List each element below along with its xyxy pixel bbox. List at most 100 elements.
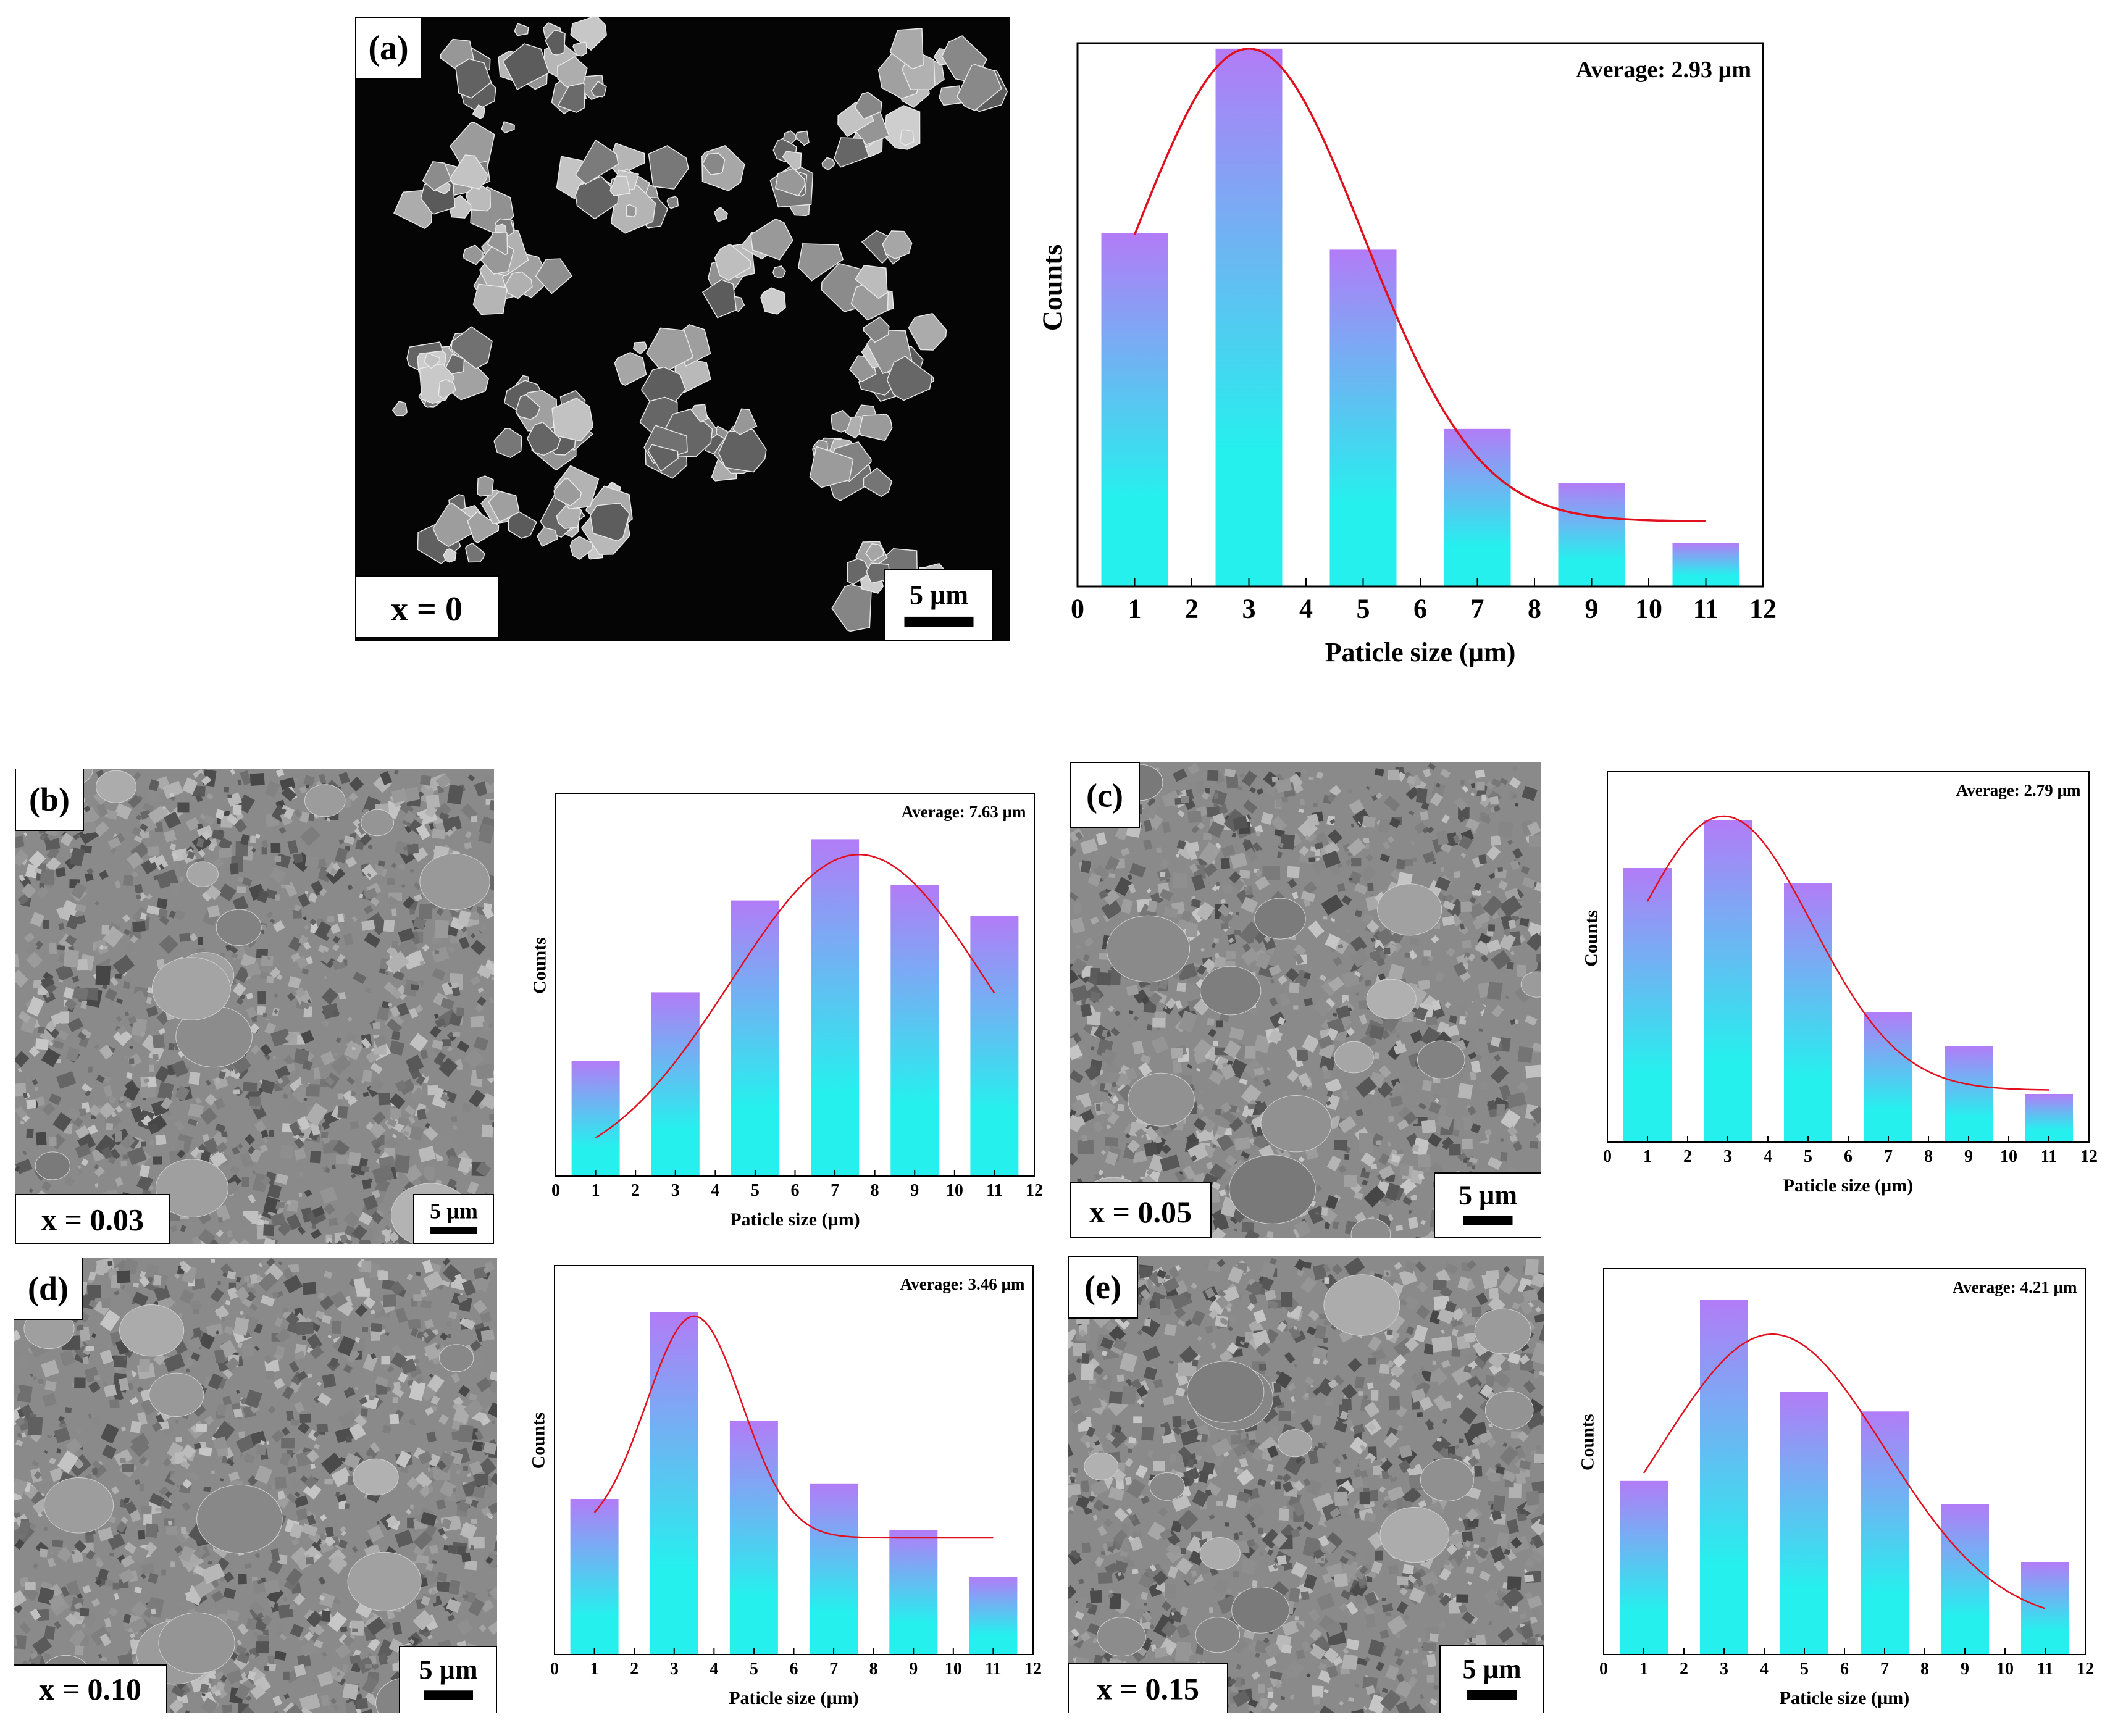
bar-3um	[651, 992, 700, 1176]
x-tick-label-2: 2	[1683, 1147, 1692, 1166]
scale-bar-box	[1434, 1172, 1541, 1238]
panel-label: (c)	[1086, 777, 1123, 814]
scale-bar-box	[399, 1646, 497, 1713]
x-tick-label-8: 8	[871, 1181, 879, 1200]
bar-7um	[1861, 1411, 1909, 1655]
x-tick-label-3: 3	[670, 1659, 679, 1679]
scale-bar-label: 5 µm	[430, 1198, 478, 1223]
scale-bar	[904, 616, 974, 627]
x-tick-label-8: 8	[1924, 1147, 1933, 1166]
sem-image-b-svg: (b) x = 0.03 5 µm	[15, 769, 494, 1244]
x-tick-label-4: 4	[1764, 1147, 1772, 1166]
panel-label-box	[1070, 762, 1140, 828]
bar-1um	[1620, 1480, 1668, 1655]
x-tick-label-3: 3	[1720, 1659, 1728, 1679]
x-tick-label-8: 8	[869, 1659, 878, 1679]
sem-image-b: (b) x = 0.03 5 µm	[15, 769, 494, 1244]
bar-3um	[1215, 48, 1283, 587]
bar-5um	[1784, 883, 1832, 1142]
x-tick-label-3: 3	[671, 1181, 680, 1200]
y-axis-label: Counts	[1581, 910, 1602, 967]
panel-label: (d)	[28, 1270, 69, 1307]
bar-5um	[729, 1421, 778, 1655]
x-tick-label-9: 9	[1961, 1659, 1969, 1679]
fit-curve	[1133, 48, 1706, 522]
average-label: Average: 2.79 µm	[1956, 781, 2081, 799]
plot-frame	[1603, 1268, 2086, 1655]
scale-bar-label: 5 µm	[910, 580, 968, 610]
bar-5um	[1780, 1392, 1828, 1655]
sem-image-c: (c) x = 0.05 5 µm	[1070, 762, 1541, 1238]
histogram-b: 0 1 2 3 4 5 6 7 8 9 10 11 12 Paticle size (µm) Counts A…	[506, 781, 1050, 1250]
x-tick-label-8: 8	[1528, 594, 1541, 624]
bar-7um	[1444, 428, 1511, 586]
composition-label: x = 0.10	[39, 1672, 141, 1706]
composition-box	[15, 1194, 170, 1244]
bar-1um	[1101, 233, 1168, 586]
scale-bar-label: 5 µm	[419, 1655, 477, 1685]
x-tick-label-12: 12	[2077, 1659, 2094, 1679]
plot-frame	[555, 793, 1035, 1177]
scale-bar-label: 5 µm	[1459, 1180, 1517, 1210]
scale-bar	[430, 1227, 477, 1234]
x-tick-label-2: 2	[1680, 1659, 1688, 1679]
fit-curve	[1643, 1333, 2046, 1609]
x-tick-label-8: 8	[1920, 1659, 1929, 1679]
x-tick-label-5: 5	[751, 1181, 760, 1200]
bar-7um	[1864, 1012, 1912, 1142]
x-tick-label-11: 11	[1693, 594, 1719, 624]
y-axis-label: Counts	[1037, 244, 1068, 332]
x-tick-label-6: 6	[790, 1659, 798, 1679]
sem-image-d: (d) x = 0.10 5 µm	[14, 1258, 497, 1713]
x-axis-label: Paticle size (µm)	[1325, 637, 1516, 667]
x-tick-label-4: 4	[710, 1659, 718, 1679]
x-tick-label-4: 4	[1299, 594, 1313, 624]
x-tick-label-1: 1	[590, 1659, 599, 1679]
bar-1um	[570, 1499, 619, 1655]
x-tick-label-7: 7	[1880, 1659, 1889, 1679]
x-axis-label: Paticle size (µm)	[1783, 1175, 1914, 1196]
scale-bar-box	[413, 1194, 494, 1244]
y-axis-label: Counts	[530, 937, 550, 994]
x-tick-label-11: 11	[2037, 1659, 2053, 1679]
bar-7um	[810, 1483, 858, 1655]
x-axis-label: Paticle size (µm)	[1780, 1688, 1910, 1708]
x-tick-label-1: 1	[1643, 1147, 1652, 1166]
x-tick-label-3: 3	[1242, 594, 1256, 624]
fit-curve	[595, 853, 995, 1138]
bar-1um	[1623, 868, 1672, 1142]
bar-3um	[650, 1312, 698, 1655]
average-label: Average: 7.63 µm	[902, 803, 1026, 821]
x-tick-label-1: 1	[1639, 1659, 1648, 1679]
x-tick-label-0: 0	[551, 1181, 560, 1200]
bar-9um	[1941, 1504, 1989, 1655]
sem-image-a-svg: (a) x = 0 5 µm	[355, 17, 1010, 641]
x-tick-label-12: 12	[1024, 1659, 1042, 1679]
panel-label-box	[15, 769, 84, 831]
bar-9um	[1945, 1046, 1993, 1142]
x-tick-label-10: 10	[946, 1181, 963, 1200]
x-tick-label-6: 6	[791, 1181, 800, 1200]
bar-1um	[571, 1061, 620, 1176]
x-tick-label-4: 4	[1760, 1659, 1769, 1679]
x-tick-label-10: 10	[2000, 1147, 2017, 1166]
panel-label-box	[1068, 1256, 1138, 1319]
panel-label: (e)	[1084, 1269, 1121, 1306]
bar-7um	[811, 839, 860, 1176]
x-tick-label-7: 7	[1884, 1147, 1893, 1166]
composition-label: x = 0.05	[1089, 1195, 1192, 1229]
average-label: Average: 2.93 µm	[1576, 57, 1751, 83]
panel-label-box	[14, 1258, 83, 1320]
panel-label-box	[355, 17, 422, 80]
x-tick-label-10: 10	[1635, 594, 1662, 624]
composition-box	[1070, 1182, 1212, 1238]
bar-11um	[969, 1577, 1018, 1655]
x-tick-label-3: 3	[1723, 1147, 1732, 1166]
sem-image-c-svg: (c) x = 0.05 5 µm	[1070, 762, 1541, 1238]
x-tick-label-12: 12	[1749, 594, 1777, 624]
y-axis-label: Counts	[1578, 1414, 1598, 1471]
composition-box	[14, 1664, 167, 1713]
